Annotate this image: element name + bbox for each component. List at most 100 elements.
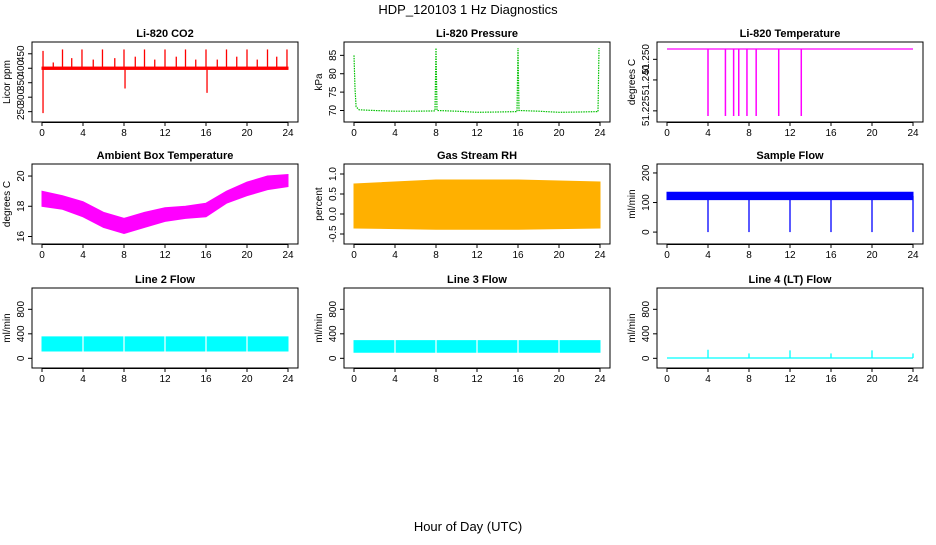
panel-line-2-flow: Line 2 Flow ml/min 0 4 8 12 16 20 24 0 400 800 <box>2 274 299 385</box>
x-tick-label: 20 <box>553 128 565 139</box>
x-tick-label: 12 <box>471 374 483 385</box>
y-tick-label: 200 <box>641 164 652 181</box>
x-tick-label: 4 <box>80 128 86 139</box>
x-tick-label: 8 <box>433 250 439 261</box>
y-tick-label: 400 <box>16 59 27 76</box>
x-tick-label: 12 <box>784 374 796 385</box>
y-axis-label: Licor ppm <box>2 60 13 104</box>
x-tick-label: 8 <box>746 374 752 385</box>
y-tick-label: 450 <box>16 45 27 62</box>
x-tick-label: 4 <box>705 128 711 139</box>
y-tick-label: 0.0 <box>328 207 339 221</box>
x-tick-label: 8 <box>121 374 127 385</box>
y-tick-label: 0 <box>641 229 652 235</box>
x-tick-label: 12 <box>159 250 171 261</box>
x-tick-label: 4 <box>705 250 711 261</box>
x-tick-label: 24 <box>594 128 606 139</box>
panel-sample-flow: Sample Flow ml/min 0 4 8 12 16 20 24 0 100 200 <box>627 150 924 261</box>
y-tick-label: 0 <box>328 355 339 361</box>
y-tick-label: 75 <box>328 86 339 98</box>
x-tick-label: 12 <box>471 128 483 139</box>
x-tick-label: 8 <box>746 250 752 261</box>
data-band <box>41 173 289 235</box>
y-tick-label: 800 <box>328 301 339 318</box>
y-tick-label: 800 <box>641 301 652 318</box>
y-tick-label: 85 <box>328 49 339 61</box>
y-axis-label: ml/min <box>2 313 13 342</box>
y-tick-label: 0 <box>16 355 27 361</box>
x-tick-label: 8 <box>121 250 127 261</box>
y-tick-label: -0.5 <box>328 225 339 243</box>
y-axis-label: ml/min <box>627 189 638 218</box>
y-tick-label: 0.5 <box>328 187 339 201</box>
x-tick-label: 12 <box>784 128 796 139</box>
x-tick-label: 20 <box>866 250 878 261</box>
x-tick-label: 0 <box>664 250 670 261</box>
data-series <box>666 191 914 233</box>
figure-xlabel: Hour of Day (UTC) <box>414 519 522 534</box>
x-tick-label: 0 <box>39 128 45 139</box>
panel-title: Li-820 CO2 <box>136 28 193 40</box>
panel-title: Line 3 Flow <box>447 274 507 286</box>
y-tick-label: 80 <box>328 68 339 80</box>
x-tick-label: 4 <box>705 374 711 385</box>
x-tick-label: 16 <box>512 250 524 261</box>
x-tick-label: 4 <box>80 374 86 385</box>
panel-li-820-temperature: Li-820 Temperature degrees C 0 4 8 12 16 20 24 51… <box>627 28 924 139</box>
y-tick-label: 51.225 <box>641 95 652 126</box>
x-tick-label: 12 <box>159 128 171 139</box>
x-tick-label: 8 <box>121 128 127 139</box>
y-tick-label: 350 <box>16 74 27 91</box>
x-tick-label: 20 <box>866 374 878 385</box>
y-axis-label: degrees C <box>627 59 638 105</box>
y-tick-label: 20 <box>16 170 27 182</box>
figure-title: HDP_120103 1 Hz Diagnostics <box>378 2 558 17</box>
y-tick-label: 400 <box>16 325 27 342</box>
x-tick-label: 0 <box>351 374 357 385</box>
data-band <box>353 179 601 230</box>
y-tick-label: 100 <box>641 194 652 211</box>
x-tick-label: 20 <box>553 374 565 385</box>
data-series <box>353 179 601 230</box>
panel-title: Ambient Box Temperature <box>97 150 234 162</box>
panel-title: Gas Stream RH <box>437 150 517 162</box>
y-axis-label: degrees C <box>2 181 13 227</box>
x-tick-label: 16 <box>200 250 212 261</box>
y-axis-label: percent <box>314 187 325 221</box>
x-tick-label: 0 <box>351 250 357 261</box>
y-tick-label: 51.240 <box>641 64 652 95</box>
panel-line-3-flow: Line 3 Flow ml/min 0 4 8 12 16 20 24 0 400 800 <box>314 274 611 385</box>
x-tick-label: 0 <box>351 128 357 139</box>
x-tick-label: 24 <box>907 374 919 385</box>
y-tick-label: 51.250 <box>641 44 652 75</box>
panel-title: Li-820 Temperature <box>740 28 841 40</box>
x-tick-label: 24 <box>594 250 606 261</box>
x-tick-label: 20 <box>241 250 253 261</box>
x-tick-label: 12 <box>784 250 796 261</box>
x-tick-label: 0 <box>39 250 45 261</box>
plot-frame <box>343 287 611 369</box>
y-tick-label: 1.0 <box>328 167 339 181</box>
x-tick-label: 20 <box>866 128 878 139</box>
x-tick-label: 4 <box>392 250 398 261</box>
y-tick-label: 400 <box>641 325 652 342</box>
y-tick-label: 70 <box>328 104 339 116</box>
x-tick-label: 16 <box>512 128 524 139</box>
plot-frame <box>31 287 299 369</box>
x-tick-label: 16 <box>825 128 837 139</box>
x-tick-label: 12 <box>159 374 171 385</box>
x-tick-label: 24 <box>282 128 294 139</box>
y-tick-label: 16 <box>16 230 27 242</box>
panel-title: Li-820 Pressure <box>436 28 518 40</box>
x-tick-label: 16 <box>512 374 524 385</box>
x-tick-label: 24 <box>907 250 919 261</box>
data-series <box>41 173 289 235</box>
x-tick-label: 0 <box>664 128 670 139</box>
x-tick-label: 4 <box>392 128 398 139</box>
x-tick-label: 20 <box>241 128 253 139</box>
data-series <box>41 49 289 114</box>
data-series <box>667 48 913 116</box>
